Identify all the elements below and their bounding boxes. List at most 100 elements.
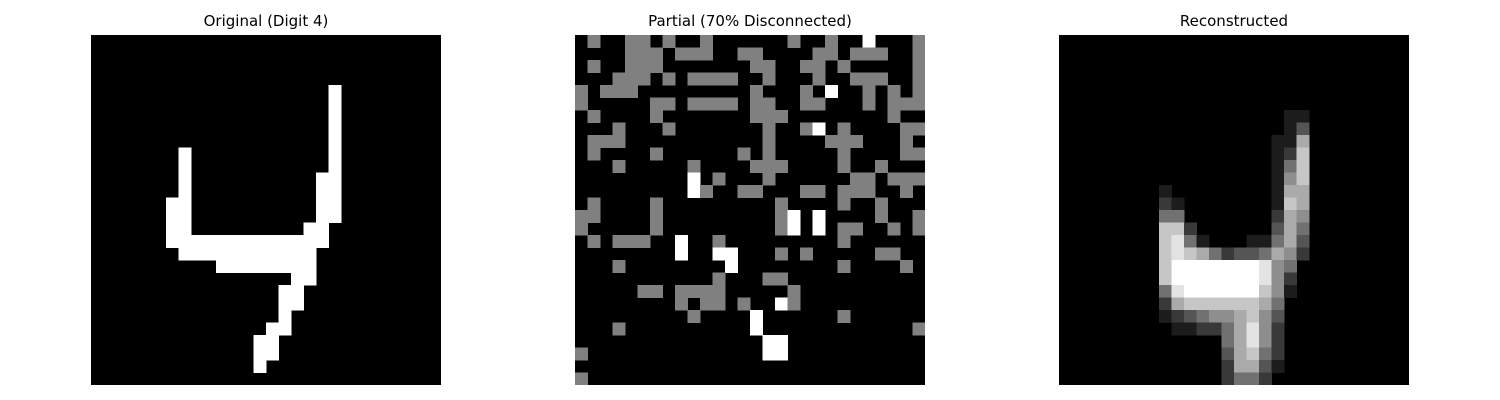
pixel [737, 47, 751, 61]
pixel [1171, 322, 1185, 336]
pixel [1246, 360, 1260, 373]
panel-title-reconstructed: Reconstructed [1179, 12, 1289, 30]
pixel [1196, 297, 1210, 311]
pixel [762, 72, 776, 86]
pixel [1234, 322, 1247, 336]
pixel [812, 185, 826, 198]
pixel [1221, 297, 1235, 311]
pixel [650, 110, 663, 123]
pixel [775, 197, 788, 211]
pixel [900, 260, 913, 273]
pixel [203, 235, 217, 248]
pixel [800, 85, 813, 98]
pixel [587, 110, 601, 123]
pixel [837, 260, 851, 273]
pixel [1296, 160, 1310, 173]
pixel [253, 335, 267, 348]
pixel [712, 247, 726, 261]
pixel [1234, 310, 1247, 323]
pixel [278, 235, 292, 248]
pixel [850, 72, 863, 86]
pixel [712, 97, 726, 111]
pixel [887, 97, 901, 111]
panel-title-partial: Partial (70% Disconnected) [648, 12, 852, 30]
pixel [1159, 272, 1172, 286]
pixel [1271, 297, 1285, 311]
pixel [1171, 222, 1185, 236]
pixel [228, 260, 242, 273]
pixel [1221, 310, 1235, 323]
pixel [775, 210, 788, 223]
pixel [900, 147, 913, 161]
pixel [700, 35, 713, 48]
pixel [812, 47, 826, 61]
pixel [887, 222, 901, 236]
pixel [1284, 197, 1297, 211]
pixel [178, 197, 192, 211]
pixel [825, 85, 838, 98]
pixel [912, 147, 925, 161]
pixel [291, 297, 304, 311]
pixel [587, 35, 601, 48]
pixel [812, 97, 826, 111]
pixel [178, 185, 192, 198]
partial-digit-image [575, 35, 925, 385]
pixel [178, 247, 192, 261]
pixel [1171, 297, 1185, 311]
pixel [1159, 235, 1172, 248]
pixel [1246, 310, 1260, 323]
pixel [912, 72, 925, 86]
pixel [787, 35, 801, 48]
pixel [875, 160, 888, 173]
pixel [862, 185, 876, 198]
pixel [191, 235, 204, 248]
panel-original: Original (Digit 4) [91, 0, 441, 400]
pixel [875, 210, 888, 223]
pixel [1184, 235, 1197, 248]
pixel [612, 260, 626, 273]
pixel [1271, 185, 1285, 198]
panel-partial: Partial (70% Disconnected) [575, 0, 925, 400]
pixel [253, 247, 267, 261]
pixel [1196, 322, 1210, 336]
pixel [762, 60, 776, 73]
pixel [1271, 272, 1285, 286]
pixel [637, 72, 651, 86]
pixel [1284, 185, 1297, 198]
pixel [216, 260, 229, 273]
pixel [700, 297, 713, 311]
pixel [1209, 247, 1222, 261]
pixel [750, 322, 763, 336]
pixel [737, 185, 751, 198]
pixel [328, 110, 342, 123]
pixel [612, 122, 626, 136]
pixel [1221, 260, 1235, 273]
pixel [675, 47, 688, 61]
pixel [166, 210, 179, 223]
pixel [1234, 372, 1247, 385]
pixel [837, 197, 851, 211]
pixel [775, 110, 788, 123]
pixel [278, 285, 292, 298]
pixel [291, 272, 304, 286]
pixel [575, 85, 588, 98]
pixel [912, 85, 925, 98]
pixel [637, 285, 651, 298]
pixel [812, 122, 826, 136]
pixel [303, 235, 317, 248]
pixel [1221, 372, 1235, 385]
pixel [750, 185, 763, 198]
pixel [253, 260, 267, 273]
pixel [712, 72, 726, 86]
pixel [1259, 272, 1272, 286]
pixel [1221, 247, 1235, 261]
pixel [1246, 335, 1260, 348]
pixel [1234, 247, 1247, 261]
pixel [912, 172, 925, 186]
pixel [587, 60, 601, 73]
pixel [1246, 297, 1260, 311]
pixel [316, 185, 329, 198]
pixel [675, 235, 688, 248]
pixel [1259, 372, 1272, 385]
pixel [812, 72, 826, 86]
